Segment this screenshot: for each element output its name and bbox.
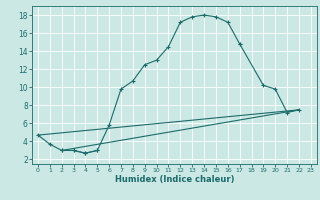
X-axis label: Humidex (Indice chaleur): Humidex (Indice chaleur): [115, 175, 234, 184]
